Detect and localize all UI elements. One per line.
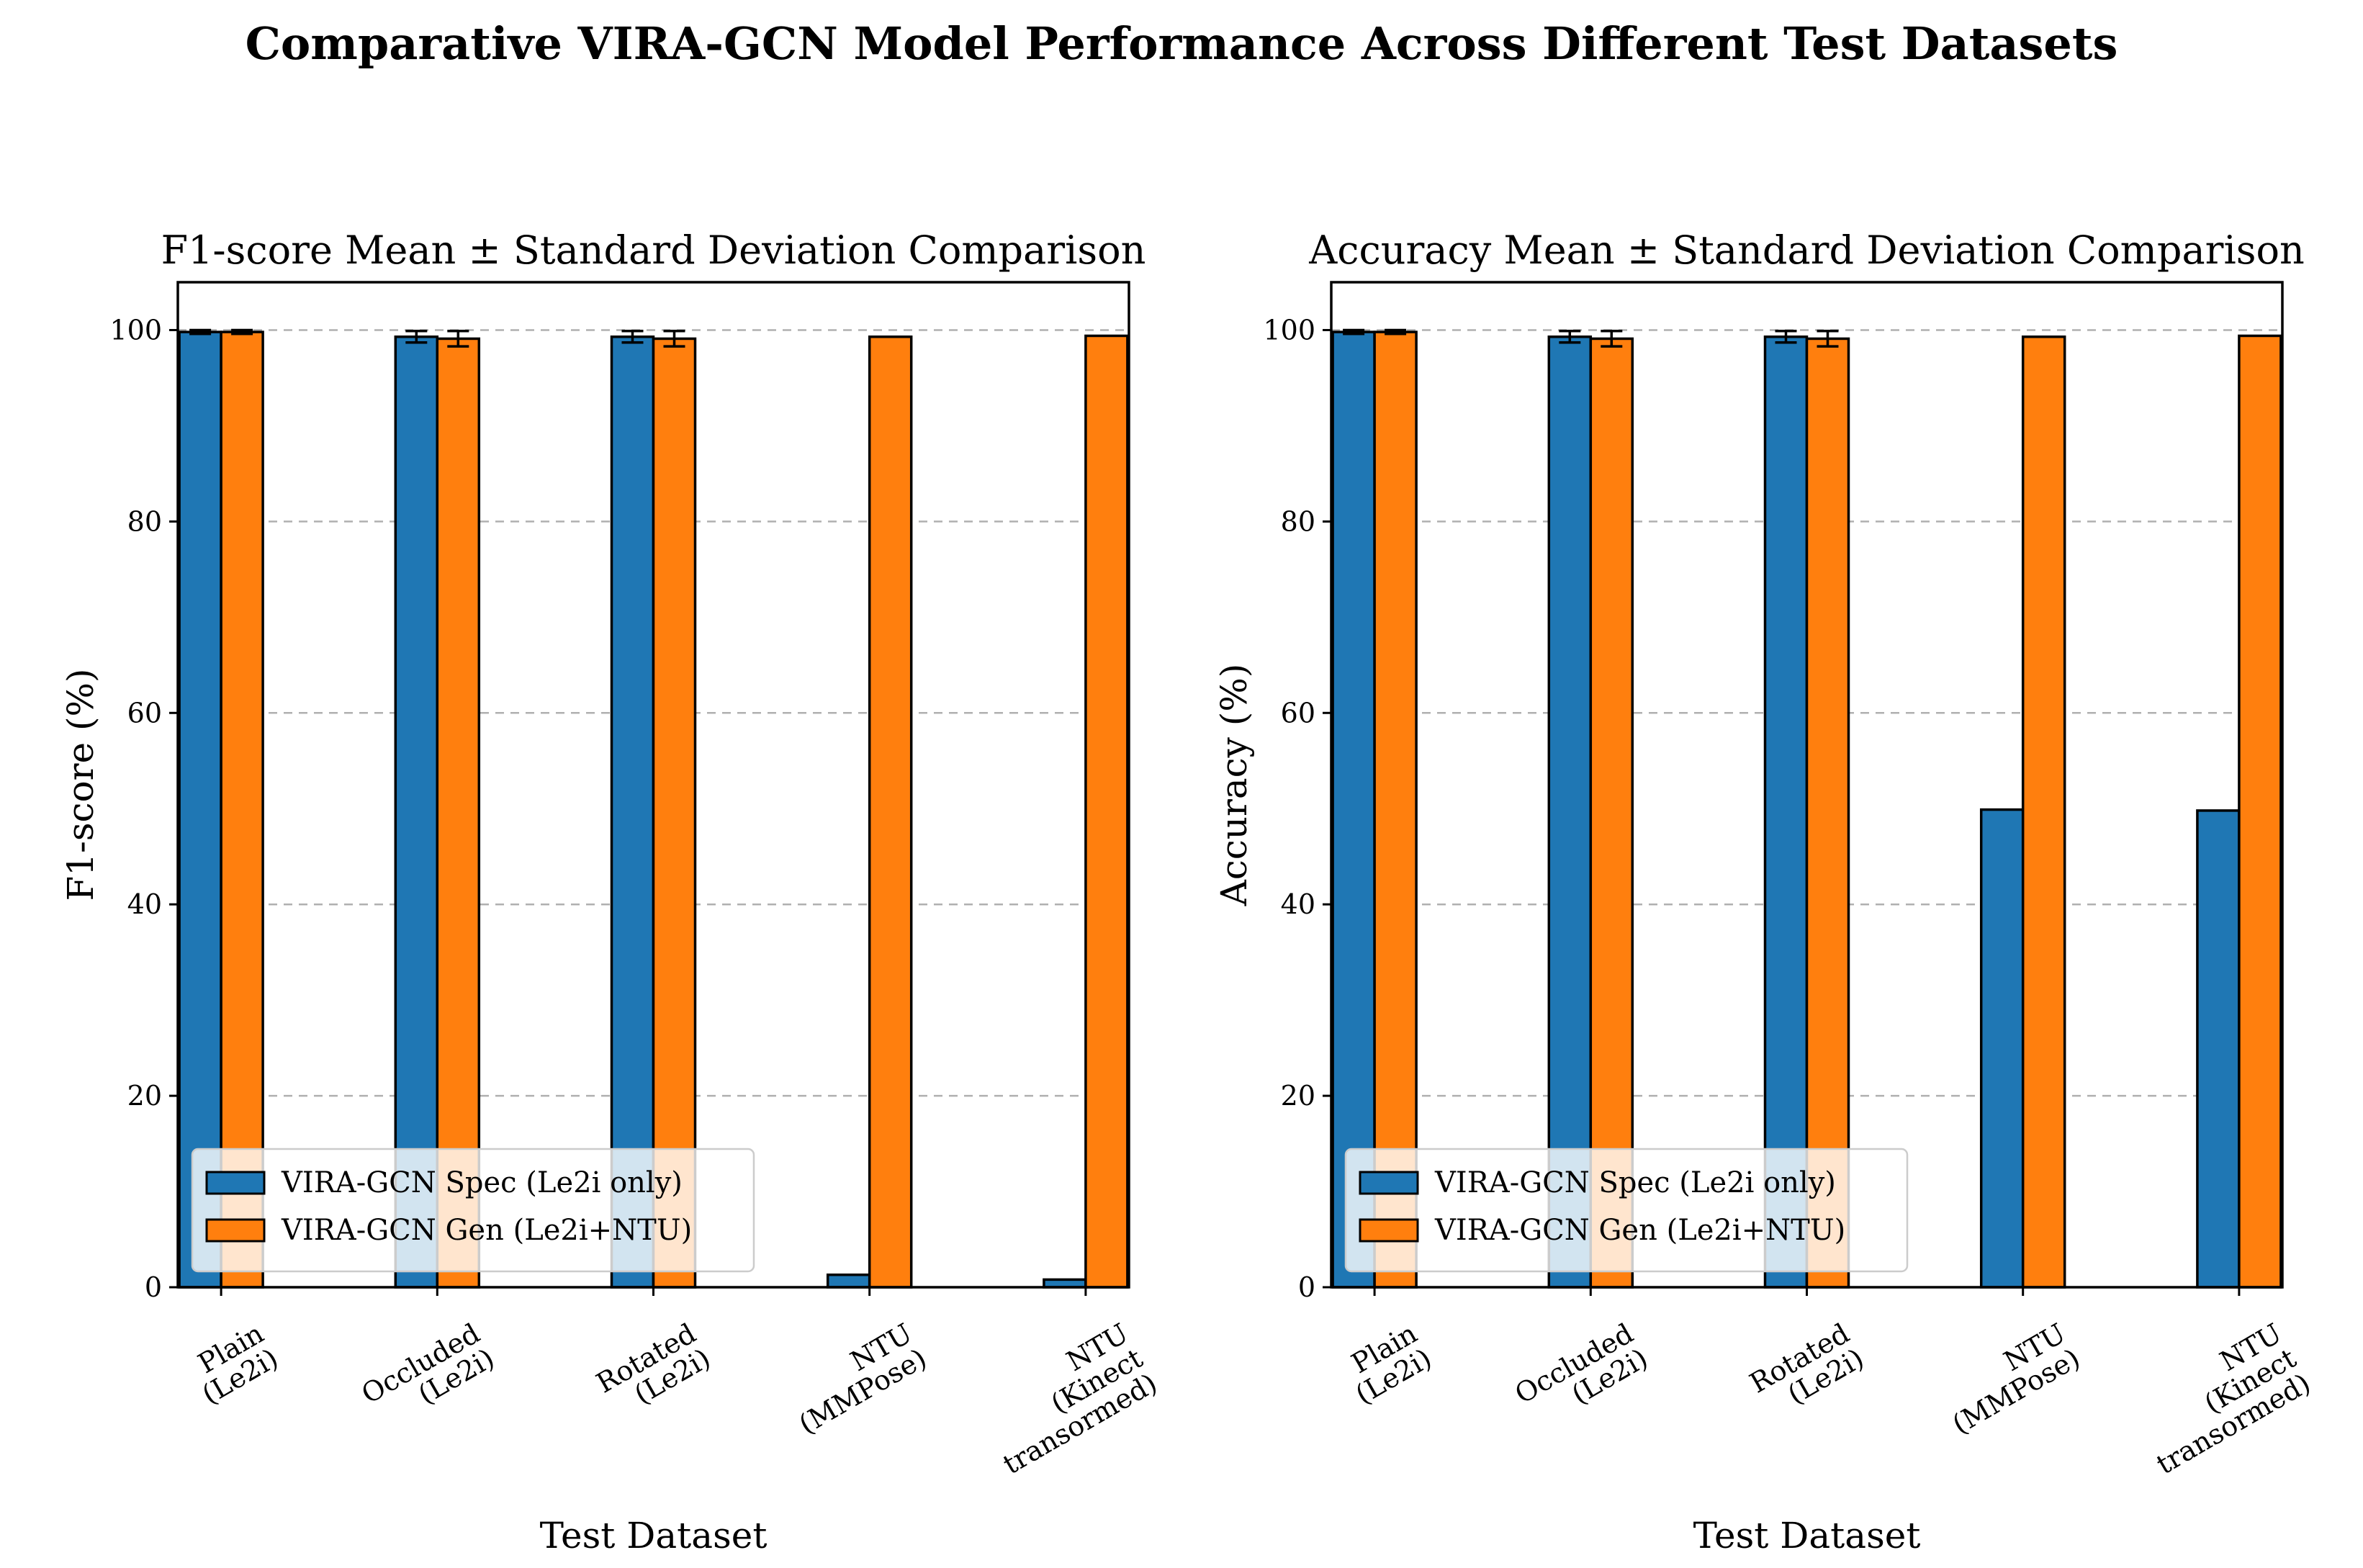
- legend-label-spec: VIRA-GCN Spec (Le2i only): [1434, 1166, 1836, 1199]
- chart-title: Accuracy Mean ± Standard Deviation Compa…: [1308, 227, 2304, 273]
- bar-gen-0: [220, 330, 264, 1289]
- bar-gen-2: [652, 337, 697, 1289]
- legend-label-gen: VIRA-GCN Gen (Le2i+NTU): [281, 1214, 692, 1247]
- x-tick-label: NTU(Kinecttransormed): [2123, 1317, 2316, 1481]
- x-tick-label: Rotated(Le2i): [591, 1317, 716, 1424]
- bar-gen-0: [1373, 330, 1418, 1289]
- y-axis-label: Accuracy (%): [1213, 664, 1255, 907]
- y-tick-label: 20: [1281, 1080, 1315, 1112]
- legend: VIRA-GCN Spec (Le2i only) VIRA-GCN Gen (L…: [191, 1148, 755, 1273]
- bar-spec-2: [610, 335, 655, 1289]
- y-tick-label: 100: [109, 314, 162, 346]
- x-tick-label: Plain(Le2i): [182, 1317, 283, 1411]
- y-tick-label: 80: [127, 505, 162, 537]
- bar-spec-1: [1547, 335, 1593, 1289]
- legend-box: [1344, 1148, 1909, 1273]
- y-tick-label: 60: [1281, 697, 1315, 729]
- accuracy-panel: 0 20 40 60 80 100 Plain(Le2i) Occluded(Le2i) Rot…: [1213, 227, 2315, 1556]
- x-tick-label: NTU(Kinecttransormed): [969, 1317, 1163, 1481]
- y-axis-label: F1-score (%): [60, 668, 102, 901]
- y-tick-label: 40: [1281, 888, 1315, 920]
- y-tick-label: 80: [1281, 505, 1315, 537]
- bar-gen-3: [2021, 335, 2066, 1289]
- legend-swatch-gen: [205, 1218, 266, 1243]
- x-tick-label: NTU(MMPose): [779, 1317, 932, 1441]
- bar-gen-4: [1084, 334, 1129, 1289]
- y-tick-label: 40: [127, 888, 162, 920]
- y-tick-label: 20: [127, 1080, 162, 1112]
- bar-spec-1: [394, 335, 439, 1289]
- plot-frame: [1330, 281, 2284, 1289]
- bar-gen-1: [1589, 337, 1634, 1289]
- bar-gen-4: [2238, 334, 2282, 1289]
- bar-gen-1: [436, 337, 481, 1289]
- bar-spec-3: [1979, 808, 2025, 1289]
- y-tick-label: 0: [1298, 1271, 1315, 1303]
- f1-score-panel: 0 20 40 60 80 100 Plain(Le2i) Occluded(Le2i) Rot…: [60, 227, 1162, 1556]
- bar-gen-3: [868, 335, 913, 1289]
- x-tick-label: NTU(MMPose): [1932, 1317, 2085, 1441]
- chart-title: F1-score Mean ± Standard Deviation Compa…: [161, 227, 1146, 273]
- bar-spec-0: [178, 330, 222, 1289]
- bar-spec-3: [826, 1273, 871, 1289]
- x-tick-label: Occluded(Le2i): [1510, 1317, 1653, 1435]
- bar-spec-4: [2196, 809, 2241, 1289]
- legend-label-gen: VIRA-GCN Gen (Le2i+NTU): [1434, 1214, 1845, 1247]
- legend-swatch-spec: [1359, 1171, 1419, 1195]
- y-tick-label: 100: [1263, 314, 1315, 346]
- bar-spec-2: [1763, 335, 1809, 1289]
- legend-box: [191, 1148, 755, 1273]
- y-tick-label: 60: [127, 697, 162, 729]
- plot-frame: [176, 281, 1130, 1289]
- x-tick-label: Rotated(Le2i): [1745, 1317, 1869, 1424]
- bar-gen-2: [1805, 337, 1850, 1289]
- figure-suptitle: Comparative VIRA-GCN Model Performance A…: [246, 17, 2118, 70]
- legend-swatch-gen: [1359, 1218, 1419, 1243]
- legend: VIRA-GCN Spec (Le2i only) VIRA-GCN Gen (L…: [1344, 1148, 1909, 1273]
- x-tick-label: Occluded(Le2i): [356, 1317, 500, 1435]
- bar-spec-0: [1331, 330, 1376, 1289]
- legend-label-spec: VIRA-GCN Spec (Le2i only): [281, 1166, 683, 1199]
- legend-swatch-spec: [205, 1171, 266, 1195]
- x-axis-label: Test Dataset: [1693, 1515, 1921, 1556]
- y-tick-label: 0: [145, 1271, 162, 1303]
- x-tick-label: Plain(Le2i): [1336, 1317, 1436, 1411]
- x-axis-label: Test Dataset: [540, 1515, 768, 1556]
